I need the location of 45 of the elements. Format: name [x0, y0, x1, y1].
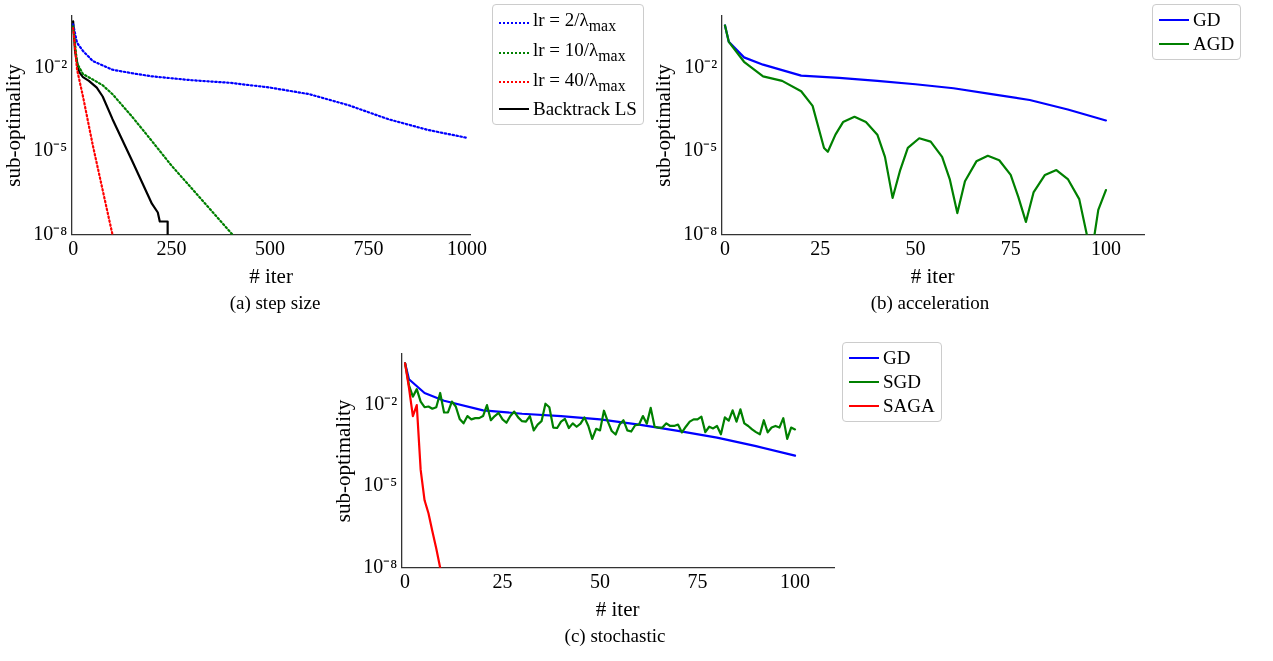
- x-tick-label: 50: [590, 570, 611, 593]
- y-tick-label: 10⁻⁸: [33, 222, 68, 245]
- x-tick-label: 25: [810, 237, 831, 260]
- x-tick-label: 250: [156, 237, 187, 260]
- x-axis-title: # iter: [249, 263, 293, 288]
- x-tick-label: 100: [1090, 237, 1121, 260]
- x-tick-label: 75: [687, 570, 708, 593]
- x-tick-label: 0: [400, 570, 411, 593]
- text: (a) step size: [228, 292, 322, 314]
- y-tick-label: 10⁻²: [34, 54, 68, 77]
- y-axis-title: sub-optimality: [1, 63, 26, 187]
- legend-label: Backtrack LS: [533, 97, 637, 122]
- legend-label: lr = 10/λ$_{max}$: [533, 37, 626, 66]
- x-tick-label: 500: [255, 237, 286, 260]
- line-series: [72, 26, 114, 235]
- legend-label: lr = 2/λ$_{max}$: [533, 8, 617, 36]
- x-tick-label: 100: [780, 570, 811, 593]
- x-axis-title: # iter: [910, 263, 955, 288]
- x-tick-label: 75: [1000, 237, 1021, 260]
- y-tick-label: 10⁻⁵: [683, 138, 718, 161]
- line-series: [72, 23, 469, 139]
- legend-label: SGD: [883, 370, 922, 394]
- x-tick-label: 0: [719, 237, 730, 260]
- line-series: [72, 25, 234, 235]
- legend-label: GD: [883, 346, 911, 370]
- y-tick-label: 10⁻²: [364, 391, 398, 414]
- y-tick-label: 10⁻⁸: [683, 222, 718, 245]
- x-tick-label: 750: [353, 237, 384, 260]
- legend-label: GD: [1193, 8, 1221, 32]
- y-tick-label: 10⁻⁸: [363, 555, 398, 578]
- y-tick-label: 10⁻⁵: [33, 138, 68, 161]
- y-tick-label: 10⁻⁵: [363, 473, 398, 496]
- x-axis-title: # iter: [595, 596, 640, 621]
- y-axis-title: sub-optimality: [331, 399, 356, 523]
- legend-label: SAGA: [883, 394, 935, 418]
- legend-label: lr = 40/λ$_{max}$: [533, 67, 626, 96]
- y-tick-label: 10⁻²: [684, 54, 718, 77]
- x-tick-label: 0: [68, 237, 79, 260]
- text: (c) stochastic: [563, 625, 667, 647]
- x-tick-label: 25: [492, 570, 513, 593]
- x-tick-label: 1000: [446, 237, 487, 260]
- legend-label: AGD: [1193, 32, 1235, 56]
- x-tick-label: 50: [905, 237, 926, 260]
- text: (b) acceleration: [869, 292, 991, 314]
- y-axis-title: sub-optimality: [651, 63, 676, 187]
